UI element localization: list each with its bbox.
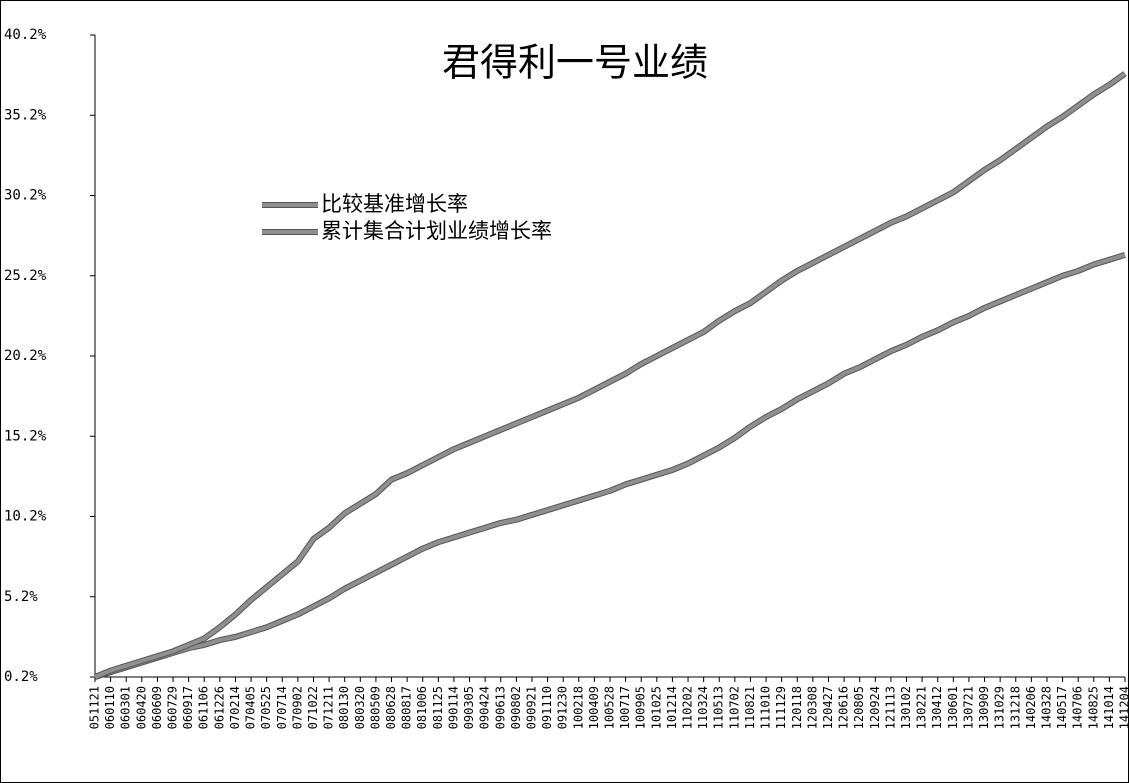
y-tick-label: 20.2% bbox=[4, 348, 47, 364]
x-tick-label: 090424 bbox=[478, 686, 492, 729]
x-tick-label: 100528 bbox=[603, 686, 617, 729]
legend-label: 累计集合计划业绩增长率 bbox=[321, 219, 552, 243]
x-tick-label: 101025 bbox=[649, 686, 663, 729]
x-tick-label: 070214 bbox=[228, 686, 242, 729]
x-tick-label: 090305 bbox=[462, 686, 476, 729]
x-tick-label: 130601 bbox=[946, 686, 960, 729]
x-tick-label: 140206 bbox=[1024, 686, 1038, 729]
x-tick-label: 110821 bbox=[743, 686, 757, 729]
x-tick-label: 101214 bbox=[665, 686, 679, 729]
x-tick-label: 130102 bbox=[899, 686, 913, 729]
y-tick-label: 40.2% bbox=[4, 27, 47, 43]
x-tick-label: 061226 bbox=[212, 686, 226, 729]
y-tick-label: 10.2% bbox=[4, 509, 47, 525]
y-tick-label: 0.2% bbox=[4, 669, 38, 685]
x-tick-label: 140328 bbox=[1039, 686, 1053, 729]
x-tick-label: 071211 bbox=[322, 686, 336, 729]
x-tick-label: 140706 bbox=[1071, 686, 1085, 729]
x-tick-label: 080628 bbox=[384, 686, 398, 729]
y-tick-label: 30.2% bbox=[4, 188, 47, 204]
y-tick-label: 35.2% bbox=[4, 107, 47, 123]
y-tick-label: 25.2% bbox=[4, 268, 47, 284]
x-tick-label: 100218 bbox=[571, 686, 585, 729]
x-tick-label: 080320 bbox=[353, 686, 367, 729]
x-tick-label: 061106 bbox=[197, 686, 211, 729]
x-tick-label: 140517 bbox=[1055, 686, 1069, 729]
chart-title: 君得利一号业绩 bbox=[442, 41, 708, 85]
x-tick-label: 140825 bbox=[1086, 686, 1100, 729]
x-tick-label: 100905 bbox=[634, 686, 648, 729]
x-tick-label: 130221 bbox=[915, 686, 929, 729]
x-tick-label: 060110 bbox=[103, 686, 117, 729]
x-tick-label: 070525 bbox=[259, 686, 273, 729]
y-tick-label: 5.2% bbox=[4, 589, 38, 605]
x-tick-label: 110324 bbox=[696, 686, 710, 729]
x-tick-label: 141204 bbox=[1118, 686, 1129, 729]
series-line bbox=[94, 71, 1127, 679]
x-tick-label: 111129 bbox=[774, 686, 788, 729]
x-tick-label: 120616 bbox=[837, 686, 851, 729]
y-tick-label: 15.2% bbox=[4, 428, 47, 444]
series-line bbox=[94, 252, 1126, 679]
x-tick-label: 091110 bbox=[540, 686, 554, 729]
x-tick-label: 090802 bbox=[509, 686, 523, 729]
x-tick-label: 070714 bbox=[275, 686, 289, 729]
x-tick-label: 141014 bbox=[1102, 686, 1116, 729]
x-tick-label: 130909 bbox=[977, 686, 991, 729]
x-tick-label: 051121 bbox=[88, 686, 102, 729]
x-tick-label: 131029 bbox=[993, 686, 1007, 729]
x-tick-label: 100409 bbox=[587, 686, 601, 729]
x-tick-label: 060917 bbox=[181, 686, 195, 729]
x-tick-label: 120924 bbox=[868, 686, 882, 729]
x-tick-label: 130721 bbox=[961, 686, 975, 729]
x-tick-label: 121113 bbox=[883, 686, 897, 729]
x-tick-label: 081125 bbox=[431, 686, 445, 729]
x-tick-label: 090114 bbox=[446, 686, 460, 729]
x-tick-label: 080509 bbox=[368, 686, 382, 729]
x-tick-label: 091230 bbox=[556, 686, 570, 729]
x-tick-label: 070902 bbox=[290, 686, 304, 729]
x-tick-label: 090921 bbox=[524, 686, 538, 729]
x-tick-label: 060420 bbox=[134, 686, 148, 729]
x-tick-label: 111010 bbox=[759, 686, 773, 729]
x-tick-label: 120118 bbox=[790, 686, 804, 729]
legend-label: 比较基准增长率 bbox=[321, 192, 468, 216]
x-tick-label: 060729 bbox=[166, 686, 180, 729]
x-tick-label: 071022 bbox=[306, 686, 320, 729]
x-tick-label: 060301 bbox=[119, 686, 133, 729]
x-tick-label: 130412 bbox=[930, 686, 944, 729]
x-tick-label: 080817 bbox=[400, 686, 414, 729]
x-tick-label: 120427 bbox=[821, 686, 835, 729]
x-tick-label: 081006 bbox=[415, 686, 429, 729]
x-tick-label: 090613 bbox=[493, 686, 507, 729]
x-tick-label: 100717 bbox=[618, 686, 632, 729]
x-tick-label: 080130 bbox=[337, 686, 351, 729]
x-tick-label: 070405 bbox=[244, 686, 258, 729]
x-tick-label: 110702 bbox=[727, 686, 741, 729]
x-tick-label: 120805 bbox=[852, 686, 866, 729]
x-tick-label: 060609 bbox=[150, 686, 164, 729]
x-tick-label: 110513 bbox=[712, 686, 726, 729]
x-tick-label: 110202 bbox=[681, 686, 695, 729]
x-tick-label: 131218 bbox=[1008, 686, 1022, 729]
x-tick-label: 120308 bbox=[805, 686, 819, 729]
